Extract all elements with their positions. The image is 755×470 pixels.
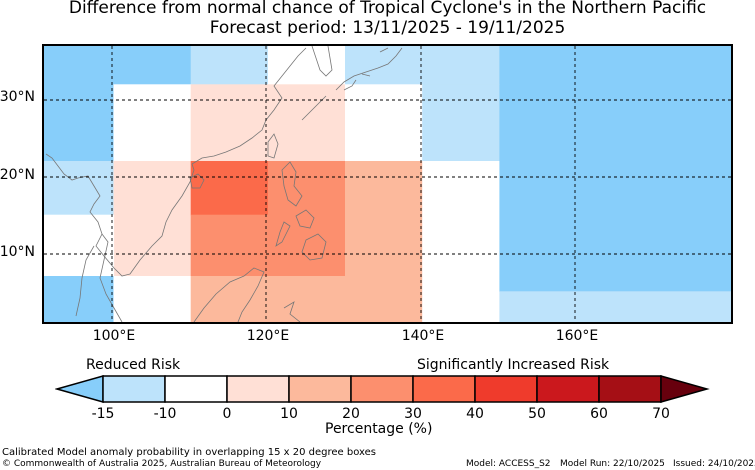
graticule: [44, 46, 731, 322]
heatmap-cell: [113, 46, 192, 85]
heatmap-cell: [190, 276, 346, 322]
heatmap-cell: [190, 214, 269, 277]
colorbar-swatch: [226, 375, 290, 403]
map-frame: [42, 44, 733, 324]
coastline-japan: [335, 47, 403, 91]
lon-label-100: 100°E: [92, 328, 136, 344]
heatmap-cell: [499, 46, 731, 85]
colorbar-tick: 0: [222, 406, 232, 422]
map-canvas: [44, 46, 731, 322]
footer-copyright: © Commonwealth of Australia 2025, Austra…: [2, 459, 322, 469]
colorbar-extend-low: [55, 375, 104, 403]
coastline-korea: [311, 46, 333, 77]
colorbar-tick: 20: [342, 406, 360, 422]
heatmap-cell: [190, 161, 269, 216]
heatmap-cell: [44, 276, 115, 322]
colorbar-swatch: [288, 375, 352, 403]
colorbar-tick: 40: [466, 406, 484, 422]
colorbar-swatches: [55, 375, 710, 403]
colorbar-tick: 30: [404, 406, 422, 422]
lat-label-20: 20°N: [0, 167, 35, 183]
footer-model: Model: ACCESS_S2: [466, 459, 551, 469]
colorbar-tick: 10: [280, 406, 298, 422]
heatmap-cell: [267, 161, 346, 277]
colorbar-tick: -15: [91, 406, 115, 422]
colorbar-swatch: [598, 375, 662, 403]
coastline-sulawesi: [283, 301, 301, 322]
heatmap-cell: [44, 161, 115, 216]
footer-model-run: Model Run: 22/10/2025: [560, 459, 665, 469]
footer-description: Calibrated Model anomaly probability in …: [2, 447, 377, 458]
lon-label-160: 160°E: [555, 328, 599, 344]
lat-label-10: 10°N: [0, 244, 35, 260]
heatmap-cell: [267, 46, 346, 85]
heatmap-cell: [499, 84, 731, 162]
coastline-luzon: [281, 161, 303, 207]
colorbar-tick: 60: [590, 406, 608, 422]
colorbar-swatch: [102, 375, 166, 403]
heatmap-cell: [190, 46, 269, 85]
heatmap-cell: [422, 84, 500, 162]
probability-cells: [44, 46, 731, 322]
coastline-indochina: [45, 153, 195, 277]
footer-issued: Issued: 24/10/2025: [673, 459, 755, 469]
lon-label-140: 140°E: [401, 328, 445, 344]
heatmap-cell: [345, 161, 423, 322]
heatmap-cell: [44, 46, 115, 85]
coastline-malay: [75, 245, 95, 317]
coastline-hainan: [189, 173, 205, 189]
colorbar-extend-high: [660, 375, 710, 403]
heatmap-cell: [44, 84, 115, 162]
heatmap-cell: [345, 84, 423, 162]
colorbar-swatch: [350, 375, 414, 403]
colorbar-swatch: [164, 375, 228, 403]
colorbar-swatch: [474, 375, 538, 403]
colorbar-tick: 50: [528, 406, 546, 422]
coastline-gulf-thailand: [99, 233, 123, 322]
colorbar-swatch: [536, 375, 600, 403]
lat-label-30: 30°N: [0, 89, 35, 105]
heatmap-cell: [113, 84, 192, 162]
colorbar-swatch: [412, 375, 476, 403]
reduced-risk-label: Reduced Risk: [86, 357, 181, 373]
heatmap-cell: [499, 291, 731, 322]
heatmap-cell: [499, 161, 731, 292]
heatmap-cell: [422, 46, 500, 85]
increased-risk-label: Significantly Increased Risk: [417, 357, 610, 373]
coastline-mindanao: [301, 233, 327, 261]
heatmap-cell: [113, 276, 192, 322]
chart-subtitle: Forecast period: 13/11/2025 - 19/11/2025: [209, 18, 566, 38]
heatmap-cell: [44, 214, 115, 277]
lon-label-120: 120°E: [246, 328, 290, 344]
colorbar-tick: -10: [153, 406, 177, 422]
heatmap-cell: [113, 161, 192, 277]
heatmap-cell: [422, 161, 500, 322]
colorbar: [55, 375, 710, 403]
colorbar-title: Percentage (%): [325, 421, 433, 437]
chart-title: Difference from normal chance of Tropica…: [68, 0, 707, 18]
coastline-borneo: [193, 267, 265, 322]
colorbar-tick: 70: [652, 406, 670, 422]
coastline-visayas: [275, 209, 315, 247]
coastline-taiwan: [267, 133, 279, 159]
